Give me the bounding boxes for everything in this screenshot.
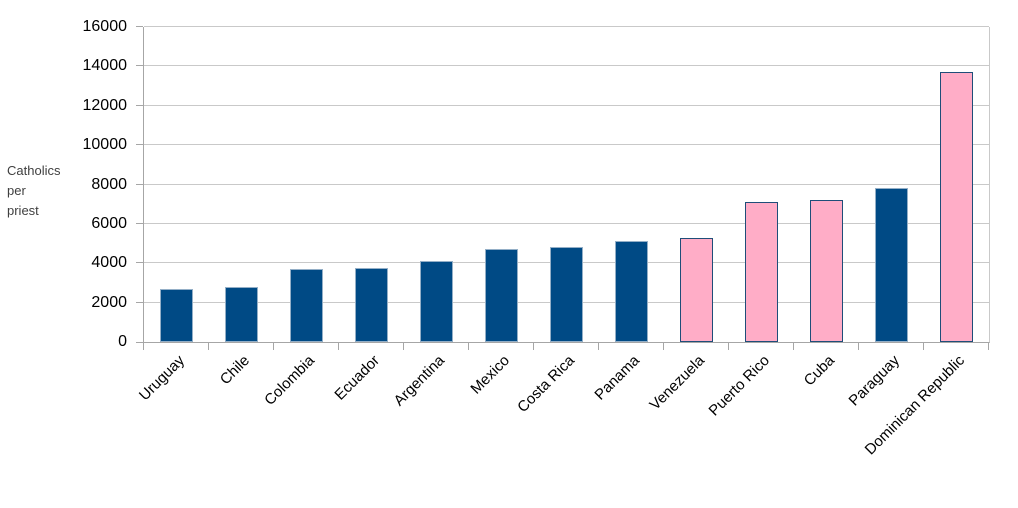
x-tick-mark-2 (273, 343, 274, 350)
y-tick-label-2000: 2000 (91, 293, 127, 311)
bar-chile (225, 287, 258, 342)
y-tick-mark-0 (136, 342, 143, 343)
x-tick-mark-8 (663, 343, 664, 350)
y-tick-label-10000: 10000 (82, 136, 128, 154)
y-tick-mark-16000 (136, 26, 143, 27)
y-tick-label-14000: 14000 (82, 57, 128, 75)
gridline-y-10000 (144, 144, 989, 146)
gridline-y-14000 (144, 65, 989, 67)
bar-puerto-rico (745, 202, 778, 342)
bar-dominican-republic (940, 72, 973, 342)
x-tick-mark-12 (923, 343, 924, 350)
y-tick-label-0: 0 (118, 333, 127, 350)
y-tick-mark-6000 (136, 222, 143, 224)
bar-cuba (810, 200, 843, 342)
x-tick-mark-4 (403, 343, 404, 350)
x-tick-mark-10 (793, 343, 794, 350)
bar-venezuela (680, 238, 713, 342)
x-tick-mark-1 (208, 343, 209, 350)
bar-colombia (290, 269, 323, 342)
x-tick-mark-13 (988, 343, 989, 350)
gridline-y-6000 (144, 222, 989, 224)
y-tick-mark-14000 (136, 65, 143, 67)
x-tick-mark-9 (728, 343, 729, 350)
y-tick-mark-8000 (136, 183, 143, 185)
x-tick-mark-11 (858, 343, 859, 350)
y-tick-label-4000: 4000 (91, 254, 127, 272)
y-tick-label-8000: 8000 (91, 175, 127, 193)
y-axis-title-line: priest (7, 203, 39, 218)
y-tick-mark-10000 (136, 144, 143, 146)
x-tick-mark-6 (533, 343, 534, 350)
x-tick-mark-0 (143, 343, 144, 350)
y-tick-label-16000: 16000 (82, 18, 128, 35)
y-tick-mark-4000 (136, 262, 143, 264)
gridline-y-16000 (144, 26, 989, 27)
bar-costa-rica (550, 247, 583, 342)
plot-area (143, 26, 990, 343)
gridline-y-8000 (144, 183, 989, 185)
bar-mexico (485, 249, 518, 342)
y-tick-mark-2000 (136, 301, 143, 303)
bar-panama (615, 241, 648, 342)
bar-uruguay (160, 289, 193, 342)
x-tick-mark-3 (338, 343, 339, 350)
gridline-y-12000 (144, 104, 989, 106)
y-axis-title-line: per (7, 183, 26, 198)
x-tick-mark-7 (598, 343, 599, 350)
y-tick-label-12000: 12000 (82, 96, 128, 114)
y-axis-title: Catholics per priest (7, 161, 65, 221)
y-axis-title-line: Catholics (7, 163, 61, 178)
x-tick-mark-5 (468, 343, 469, 350)
y-tick-mark-12000 (136, 104, 143, 106)
bar-ecuador (355, 268, 388, 342)
bar-paraguay (875, 188, 908, 342)
bar-argentina (420, 261, 453, 342)
y-tick-label-6000: 6000 (91, 214, 127, 232)
